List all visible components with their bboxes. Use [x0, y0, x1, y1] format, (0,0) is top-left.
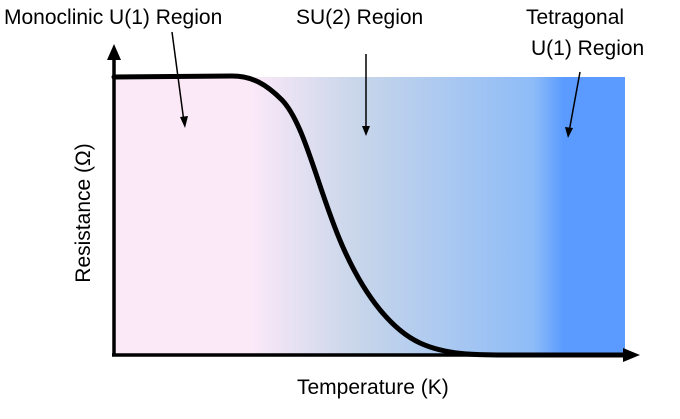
su2-region-label: SU(2) Region: [296, 6, 424, 29]
y-axis-arrow-icon: [107, 44, 121, 60]
tetragonal-region-label-line1: Tetragonal: [526, 6, 625, 29]
monoclinic-pointer-arrow-icon: [180, 116, 188, 128]
su2-pointer-arrow-icon: [362, 126, 370, 136]
tetragonal-pointer-arrow-icon: [565, 127, 573, 138]
tetragonal-region-label-line2: U(1) Region: [531, 37, 645, 60]
y-axis-label: Resistance (Ω): [72, 143, 95, 283]
monoclinic-region-label: Monoclinic U(1) Region: [4, 6, 223, 29]
x-axis-label: Temperature (K): [297, 376, 449, 399]
x-axis-arrow-icon: [623, 348, 640, 362]
region-background: [114, 77, 625, 355]
resistance-curve: [111, 73, 628, 358]
monoclinic-pointer: [171, 31, 185, 123]
tetragonal-pointer: [568, 71, 581, 133]
